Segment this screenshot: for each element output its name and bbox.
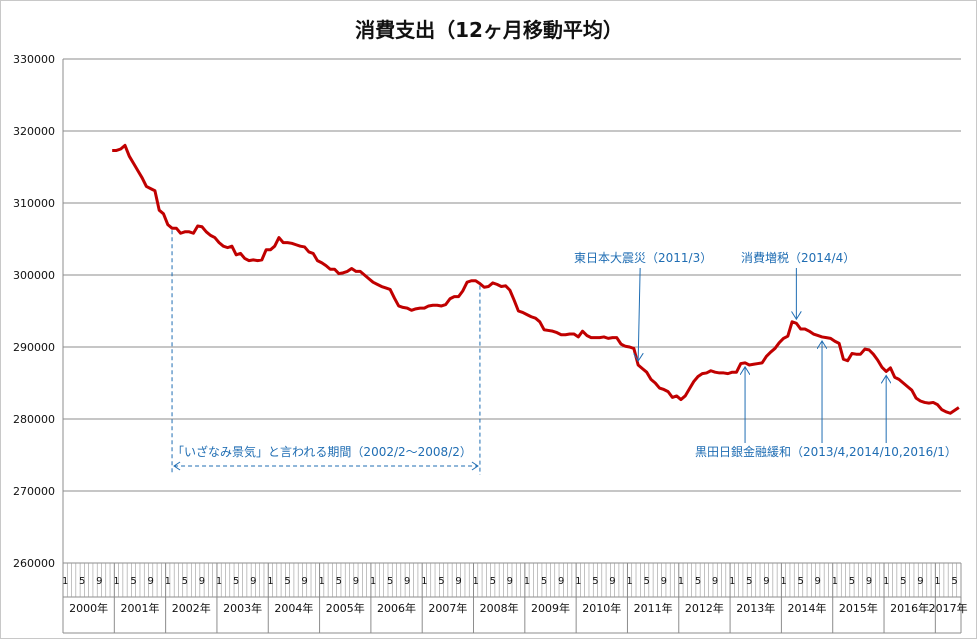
annotations-group: 「いざなみ景気」と言われる期間（2002/2～2008/2） 東日本大震災（201… [171,230,957,475]
gridlines [63,58,961,564]
x-month-label: 9 [815,576,821,587]
y-tick-label: 260000 [13,557,55,570]
y-tick-label: 310000 [13,197,55,210]
x-year-label: 2009年 [531,601,570,615]
x-month-label: 5 [592,576,598,587]
x-year-label: 2012年 [685,601,724,615]
x-year-label: 2004年 [274,601,313,615]
x-year-label: 2008年 [480,601,519,615]
x-year-label: 2014年 [788,601,827,615]
x-month-label: 1 [62,576,68,587]
x-month-label: 5 [541,576,547,587]
x-year-label: 2007年 [428,601,467,615]
period-arrow-left [173,461,181,471]
x-month-label: 5 [336,576,342,587]
x-month-label: 1 [216,576,222,587]
x-month-label: 5 [233,576,239,587]
y-tick-label: 330000 [13,53,55,66]
x-month-label: 1 [319,576,325,587]
x-month-label: 5 [900,576,906,587]
y-axis: 260000 270000 280000 290000 300000 310000 3200… [13,53,64,570]
x-month-label: 1 [780,576,786,587]
x-month-label: 1 [575,576,581,587]
x-month-label: 5 [182,576,188,587]
earthquake-arrow [638,267,640,361]
x-year-label: 2013年 [736,601,775,615]
x-month-label: 5 [695,576,701,587]
x-year-label: 2000年 [69,601,108,615]
x-month-label: 9 [455,576,461,587]
x-month-label: 9 [558,576,564,587]
x-month-label: 9 [712,576,718,587]
y-tick-label: 280000 [13,413,55,426]
x-month-label: 9 [301,576,307,587]
x-month-label: 5 [130,576,136,587]
y-tick-label: 300000 [13,269,55,282]
x-year-label: 2015年 [839,601,878,615]
x-month-label: 1 [165,576,171,587]
x-month-label: 1 [678,576,684,587]
x-month-label: 5 [387,576,393,587]
x-month-label: 5 [951,576,957,587]
x-year-label: 2011年 [634,601,673,615]
y-tick-label: 320000 [13,125,55,138]
x-month-label: 1 [729,576,735,587]
x-month-label: 9 [147,576,153,587]
x-month-label: 9 [199,576,205,587]
x-month-label: 9 [763,576,769,587]
x-month-label: 1 [626,576,632,587]
x-month-label: 5 [79,576,85,587]
x-month-label: 1 [832,576,838,587]
x-month-label: 9 [917,576,923,587]
x-year-label: 2005年 [326,601,365,615]
x-month-label: 9 [661,576,667,587]
y-tick-label: 270000 [13,485,55,498]
x-month-label: 5 [797,576,803,587]
x-month-label: 9 [250,576,256,587]
x-month-label: 5 [746,576,752,587]
x-month-label: 5 [644,576,650,587]
x-month-label: 5 [284,576,290,587]
x-month-label: 1 [267,576,273,587]
x-year-label: 2003年 [223,601,262,615]
x-year-label: 2001年 [120,601,159,615]
x-year-label: 2002年 [172,601,211,615]
x-year-label: 2017年 [929,601,968,615]
x-month-label: 9 [404,576,410,587]
chart-title: 消費支出（12ヶ月移動平均） [355,18,623,42]
annotation-earthquake: 東日本大震災（2011/3） [574,251,712,265]
x-month-label: 9 [507,576,513,587]
x-month-label: 1 [421,576,427,587]
x-month-label: 9 [96,576,102,587]
x-month-label: 9 [866,576,872,587]
x-year-label: 2016年 [890,601,929,615]
x-year-label: 2010年 [582,601,621,615]
annotation-izanami: 「いざなみ景気」と言われる期間（2002/2～2008/2） [172,444,472,459]
x-month-label: 1 [472,576,478,587]
series-group [112,143,960,415]
x-month-label: 1 [934,576,940,587]
period-arrow-right [471,461,479,471]
x-month-label: 5 [849,576,855,587]
x-month-label: 9 [353,576,359,587]
x-month-label: 5 [438,576,444,587]
annotation-boj-easing: 黒田日銀金融緩和（2013/4,2014/10,2016/1） [695,444,957,459]
annotation-tax-hike: 消費増税（2014/4） [741,250,855,265]
y-tick-label: 290000 [13,341,55,354]
x-month-label: 1 [113,576,119,587]
x-month-label: 5 [490,576,496,587]
x-month-label: 1 [883,576,889,587]
x-month-label: 1 [524,576,530,587]
x-month-label: 1 [370,576,376,587]
x-year-label: 2006年 [377,601,416,615]
series-line [112,143,960,415]
x-month-label: 9 [609,576,615,587]
